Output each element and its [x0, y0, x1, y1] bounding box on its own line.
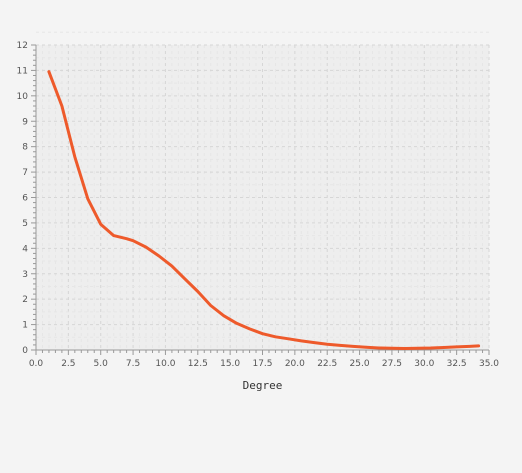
x-tick-label: 30.0 [414, 359, 434, 369]
x-tick-label: 12.5 [188, 359, 208, 369]
y-tick-label: 8 [22, 143, 28, 153]
x-tick-label: 0.0 [29, 359, 44, 369]
x-tick-label: 27.5 [382, 359, 402, 369]
x-tick-label: 10.0 [155, 359, 175, 369]
y-tick-label: 11 [17, 66, 28, 76]
series-layer [47, 70, 481, 350]
y-tick-label: 7 [22, 168, 28, 178]
y-tick-label: 10 [17, 92, 29, 102]
x-tick-label: 20.0 [285, 359, 305, 369]
y-tick-label: 2 [22, 295, 28, 305]
x-tick-label: 25.0 [350, 359, 370, 369]
y-tick-label: 12 [17, 41, 28, 51]
y-tick-label: 0 [22, 346, 28, 356]
x-tick-label: 17.5 [252, 359, 272, 369]
x-tick-label: 2.5 [61, 359, 75, 369]
y-tick-label: 1 [22, 321, 28, 331]
y-tick-label: 3 [22, 270, 28, 280]
y-tick-label: 5 [22, 219, 28, 229]
x-tick-label: 15.0 [220, 359, 240, 369]
x-tick-label: 5.0 [94, 359, 109, 369]
series-line [47, 70, 481, 350]
x-tick-label: 7.5 [126, 359, 140, 369]
x-tick-label: 35.0 [479, 359, 499, 369]
y-tick-label: 9 [22, 117, 28, 127]
x-axis-title: Degree [243, 379, 283, 392]
y-tick-label: 4 [22, 244, 28, 254]
grid [35, 31, 490, 351]
y-tick-label: 6 [22, 194, 28, 204]
x-tick-label: 32.5 [447, 359, 467, 369]
axes: 0.0 2.5 5.0 7.5 10.0 12.5 15.0 17.5 20.0 22.5 25.0… [17, 41, 500, 369]
x-tick-label: 22.5 [317, 359, 337, 369]
